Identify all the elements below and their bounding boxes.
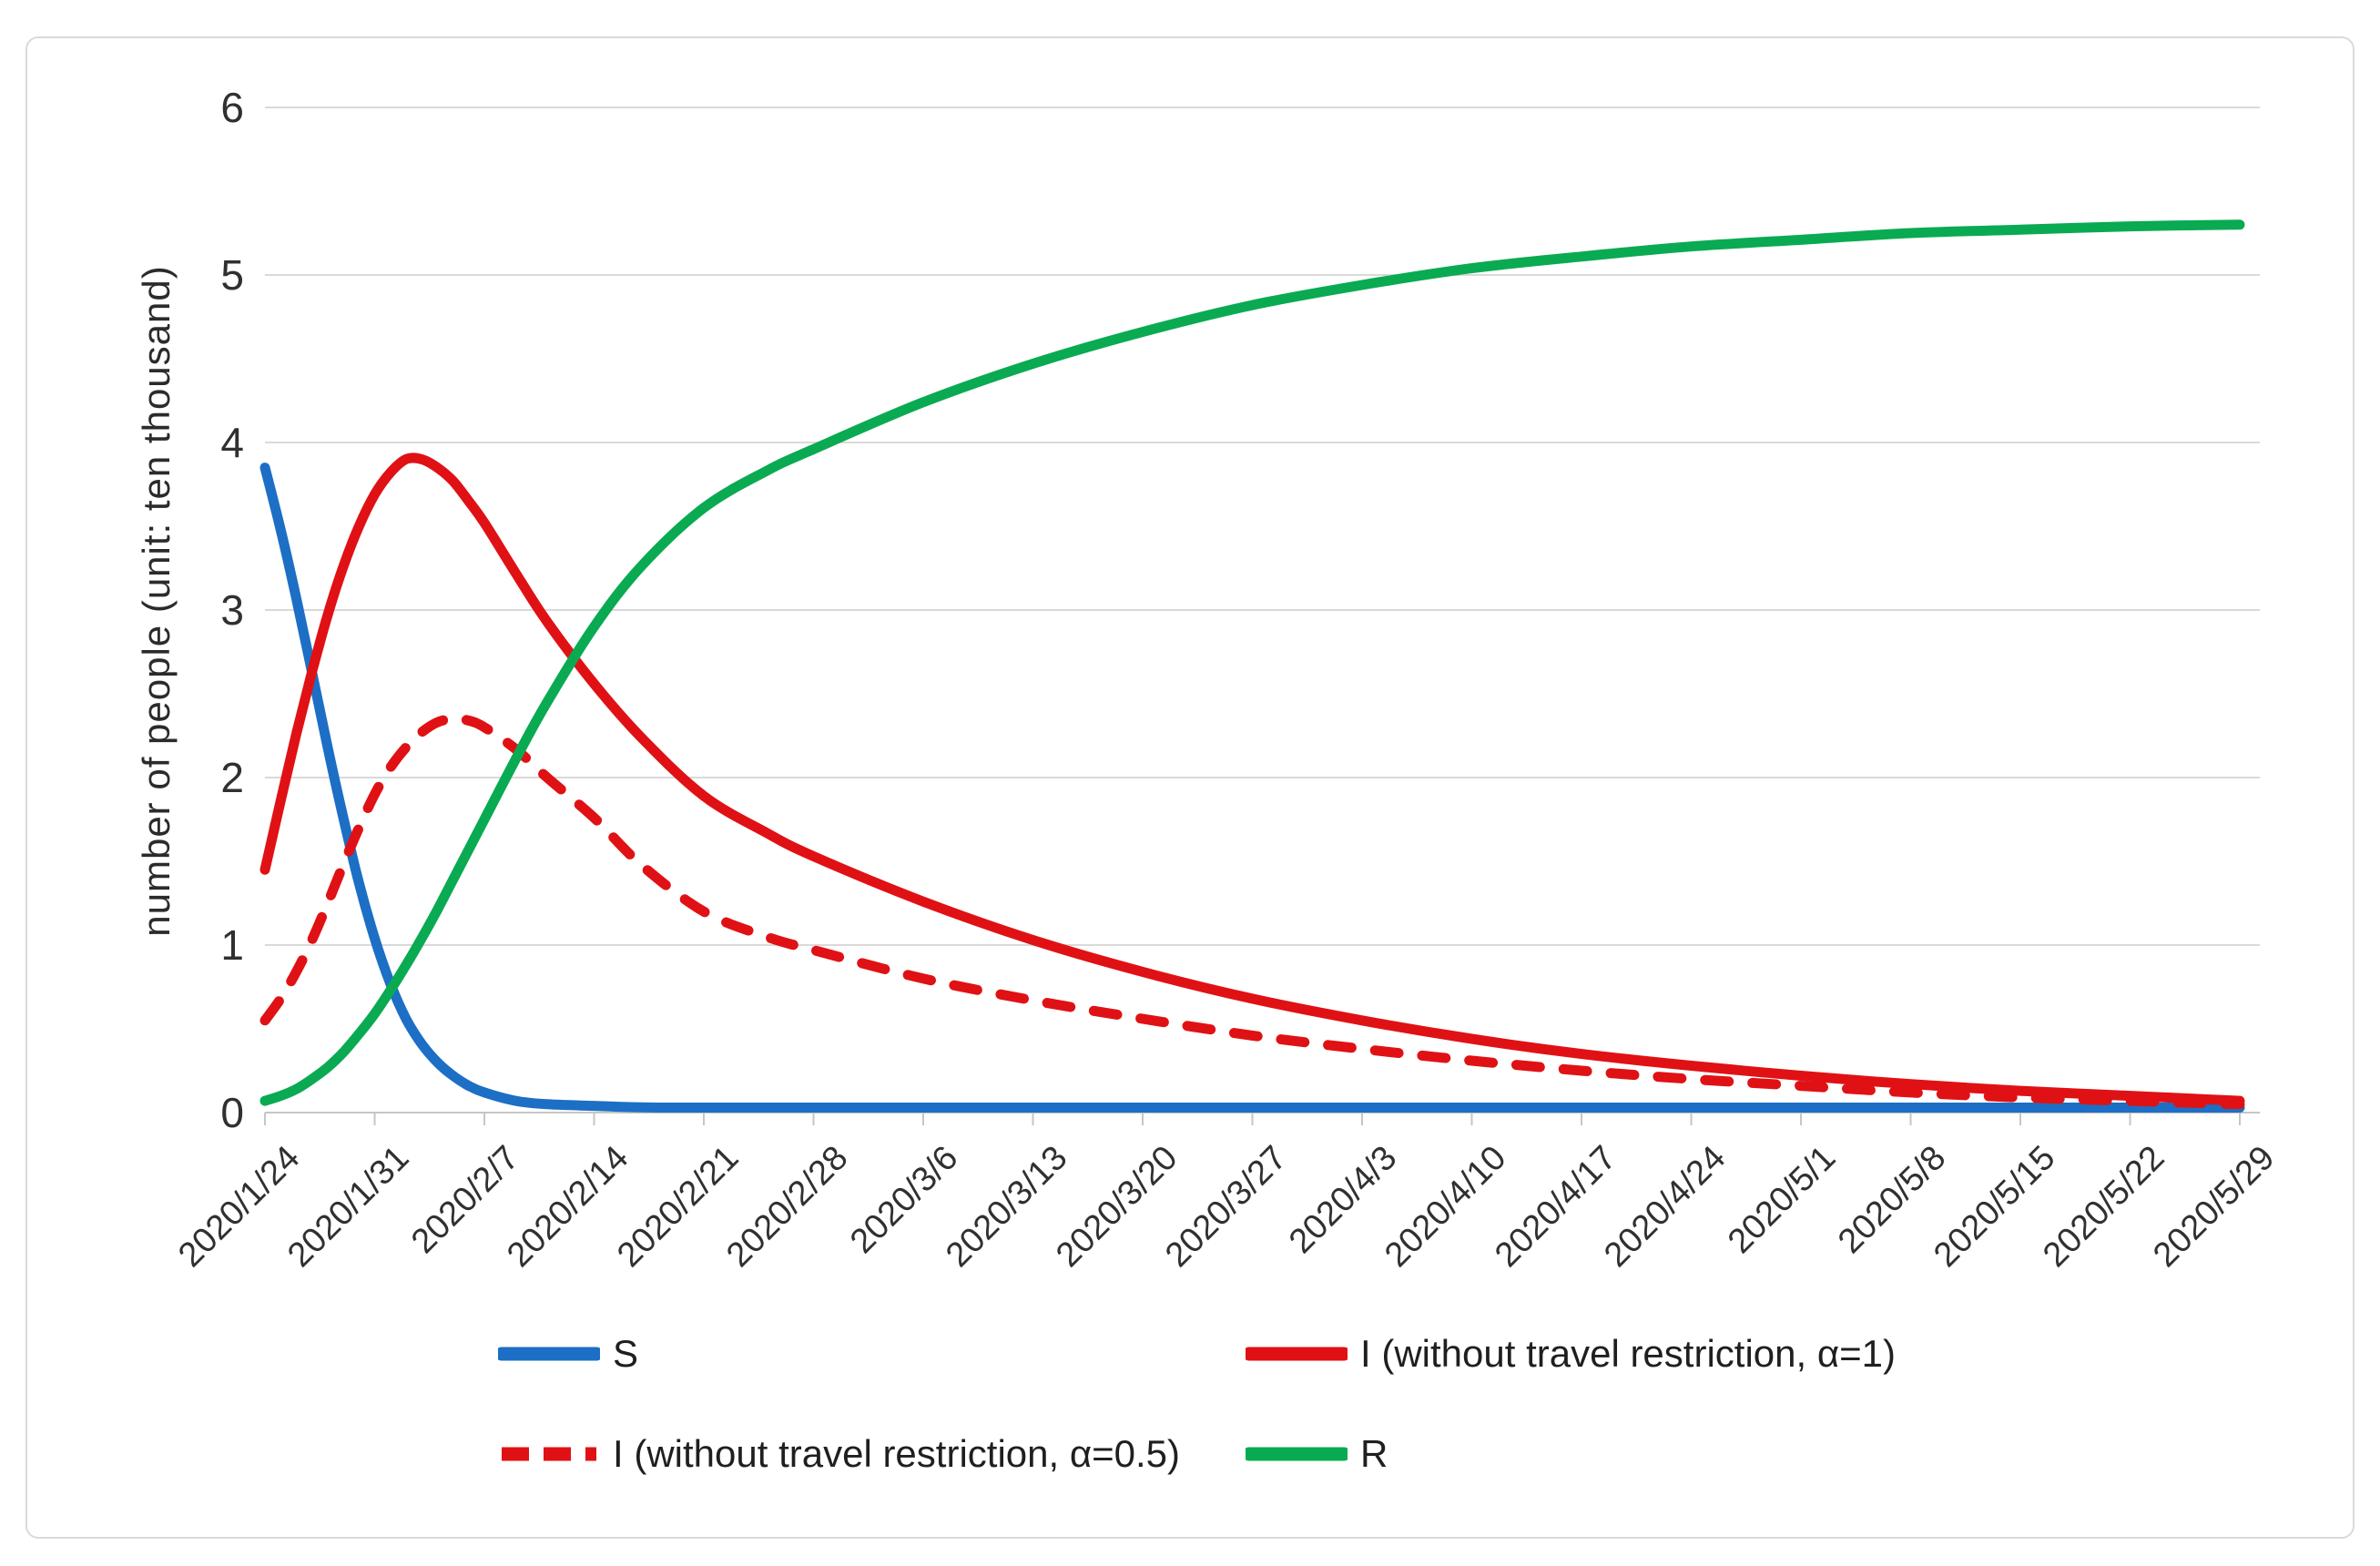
legend-label: I (without travel restriction, α=1): [1360, 1332, 1896, 1375]
y-tick-label: 0: [220, 1089, 244, 1136]
y-tick-label: 3: [220, 586, 244, 634]
series-i-alpha05-line: [259, 714, 2245, 1110]
y-tick-label: 5: [220, 251, 244, 299]
legend-item-i-alpha05: I (without travel restriction, α=0.5): [498, 1431, 1180, 1477]
legend-swatch-i-alpha05-line: [502, 1447, 596, 1461]
y-tick-label: 1: [220, 921, 244, 969]
series-r-line: [259, 219, 2245, 1106]
legend-item-r: R: [1246, 1431, 1388, 1477]
legend-swatch-s-line: [498, 1347, 600, 1361]
legend-swatch-i-alpha1-line: [1246, 1347, 1348, 1361]
legend-swatch-r-line: [1246, 1447, 1348, 1461]
legend-item-i-alpha1: I (without travel restriction, α=1): [1246, 1331, 1896, 1377]
chart-frame-border: [25, 36, 2355, 1539]
y-tick-label: 4: [220, 419, 244, 466]
legend-label: S: [613, 1332, 639, 1375]
y-tick-label: 6: [220, 84, 244, 131]
series-i-alpha1-line: [259, 453, 2245, 1106]
legend-label: R: [1360, 1432, 1388, 1475]
legend-label: I (without travel restriction, α=0.5): [613, 1432, 1181, 1475]
y-tick-label: 2: [220, 754, 244, 801]
legend-item-s: S: [498, 1331, 638, 1377]
series-s-line: [259, 463, 2245, 1113]
